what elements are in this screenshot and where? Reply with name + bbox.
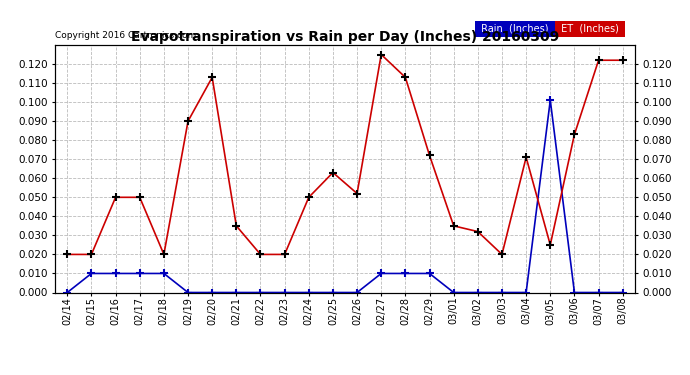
Text: ET  (Inches): ET (Inches) [558,24,622,34]
Title: Evapotranspiration vs Rain per Day (Inches) 20160309: Evapotranspiration vs Rain per Day (Inch… [131,30,559,44]
Text: Rain  (Inches): Rain (Inches) [478,24,552,34]
Text: Copyright 2016 Cartronics.com: Copyright 2016 Cartronics.com [55,31,197,40]
